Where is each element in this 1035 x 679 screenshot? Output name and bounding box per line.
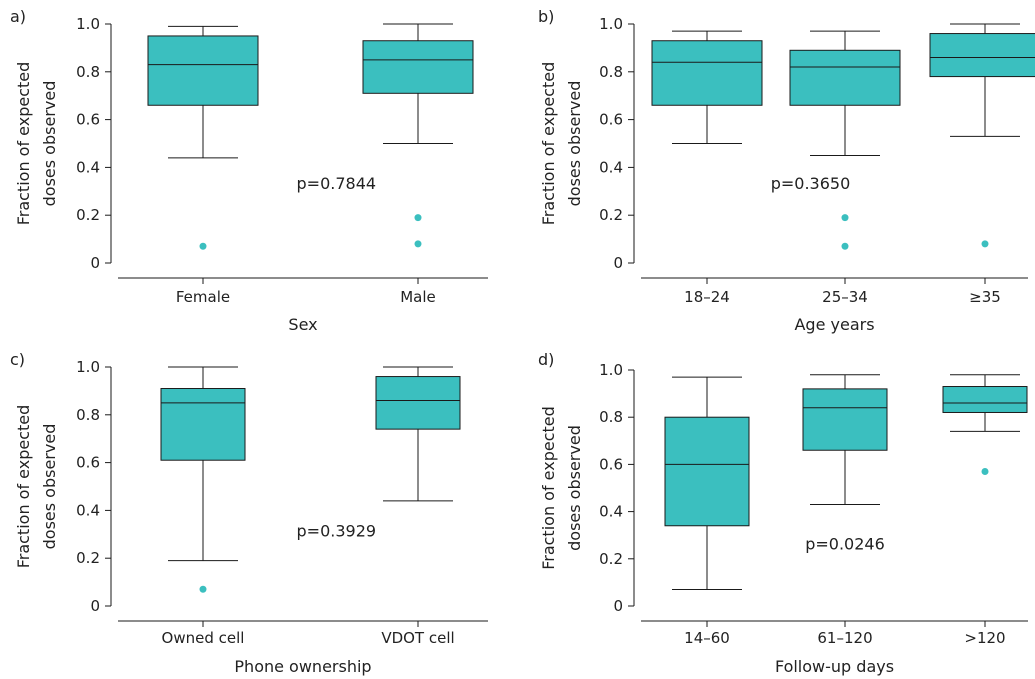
y-tick-label: 0.6 <box>599 111 623 129</box>
outlier-point <box>841 214 849 222</box>
iqr-box <box>651 40 763 106</box>
x-tick-label: Male <box>400 288 436 306</box>
y-tick-label: 0 <box>90 254 100 272</box>
y-tick-label: 0.8 <box>76 406 100 424</box>
p-value-annotation: p=0.7844 <box>297 174 377 193</box>
outlier-point <box>841 242 849 250</box>
y-tick-label: 0.6 <box>76 111 100 129</box>
iqr-box <box>375 376 461 430</box>
y-tick-label: 0.8 <box>599 408 623 426</box>
outlier-point <box>981 240 989 248</box>
y-tick-label: 0 <box>90 597 100 615</box>
panel-label: d) <box>538 350 554 369</box>
p-value-annotation: p=0.3650 <box>771 174 851 193</box>
y-tick-label: 0.2 <box>76 549 100 567</box>
y-tick-label: 0.8 <box>599 63 623 81</box>
y-tick-label: 0 <box>613 254 623 272</box>
panel-label: a) <box>10 7 26 26</box>
y-tick-label: 0.6 <box>76 454 100 472</box>
y-axis-title-line1: Fraction of expected <box>14 62 33 226</box>
y-tick-label: 0.4 <box>76 501 100 519</box>
y-axis-title-line1: Fraction of expected <box>539 406 558 570</box>
y-axis-title-line2: doses observed <box>565 425 584 551</box>
iqr-box <box>802 388 888 451</box>
outlier-point <box>199 585 207 593</box>
x-axis-title: Phone ownership <box>234 657 371 676</box>
x-tick-label: 61–120 <box>817 629 872 647</box>
y-tick-label: 0.4 <box>76 158 100 176</box>
iqr-box <box>929 33 1035 78</box>
y-tick-label: 0.2 <box>599 206 623 224</box>
y-axis-title-line2: doses observed <box>565 81 584 207</box>
x-tick-label: 25–34 <box>822 288 868 306</box>
x-tick-label: ≥35 <box>969 288 1001 306</box>
iqr-box <box>942 386 1028 413</box>
y-tick-label: 0.4 <box>599 503 623 521</box>
outlier-point <box>414 214 422 222</box>
iqr-box <box>664 416 750 527</box>
x-axis-title: Follow-up days <box>775 657 894 676</box>
y-tick-label: 0.4 <box>599 158 623 176</box>
y-tick-label: 0.6 <box>599 455 623 473</box>
iqr-box <box>789 49 901 106</box>
y-tick-label: 0.8 <box>76 63 100 81</box>
x-tick-label: 14–60 <box>684 629 730 647</box>
y-tick-label: 1.0 <box>76 358 100 376</box>
iqr-box <box>147 35 259 106</box>
p-value-annotation: p=0.0246 <box>805 534 885 553</box>
panel-label: c) <box>10 350 25 369</box>
panel-label: b) <box>538 7 554 26</box>
y-tick-label: 1.0 <box>599 361 623 379</box>
x-tick-label: VDOT cell <box>381 629 454 647</box>
x-tick-label: Female <box>176 288 230 306</box>
iqr-box <box>362 40 474 94</box>
y-tick-label: 1.0 <box>599 15 623 33</box>
x-axis-title: Age years <box>794 315 874 334</box>
y-axis-title-line1: Fraction of expected <box>14 405 33 569</box>
y-tick-label: 0.2 <box>76 206 100 224</box>
iqr-box <box>160 388 246 461</box>
x-tick-label: Owned cell <box>162 629 245 647</box>
y-axis-title-line2: doses observed <box>40 424 59 550</box>
y-axis-title-line1: Fraction of expected <box>539 62 558 226</box>
y-axis-title-line2: doses observed <box>40 81 59 207</box>
y-tick-label: 0 <box>613 597 623 615</box>
outlier-point <box>414 240 422 248</box>
p-value-annotation: p=0.3929 <box>297 522 377 541</box>
y-tick-label: 0.2 <box>599 550 623 568</box>
outlier-point <box>199 242 207 250</box>
x-axis-title: Sex <box>288 315 317 334</box>
x-tick-label: 18–24 <box>684 288 730 306</box>
y-tick-label: 1.0 <box>76 15 100 33</box>
x-tick-label: >120 <box>964 629 1005 647</box>
outlier-point <box>981 467 989 475</box>
